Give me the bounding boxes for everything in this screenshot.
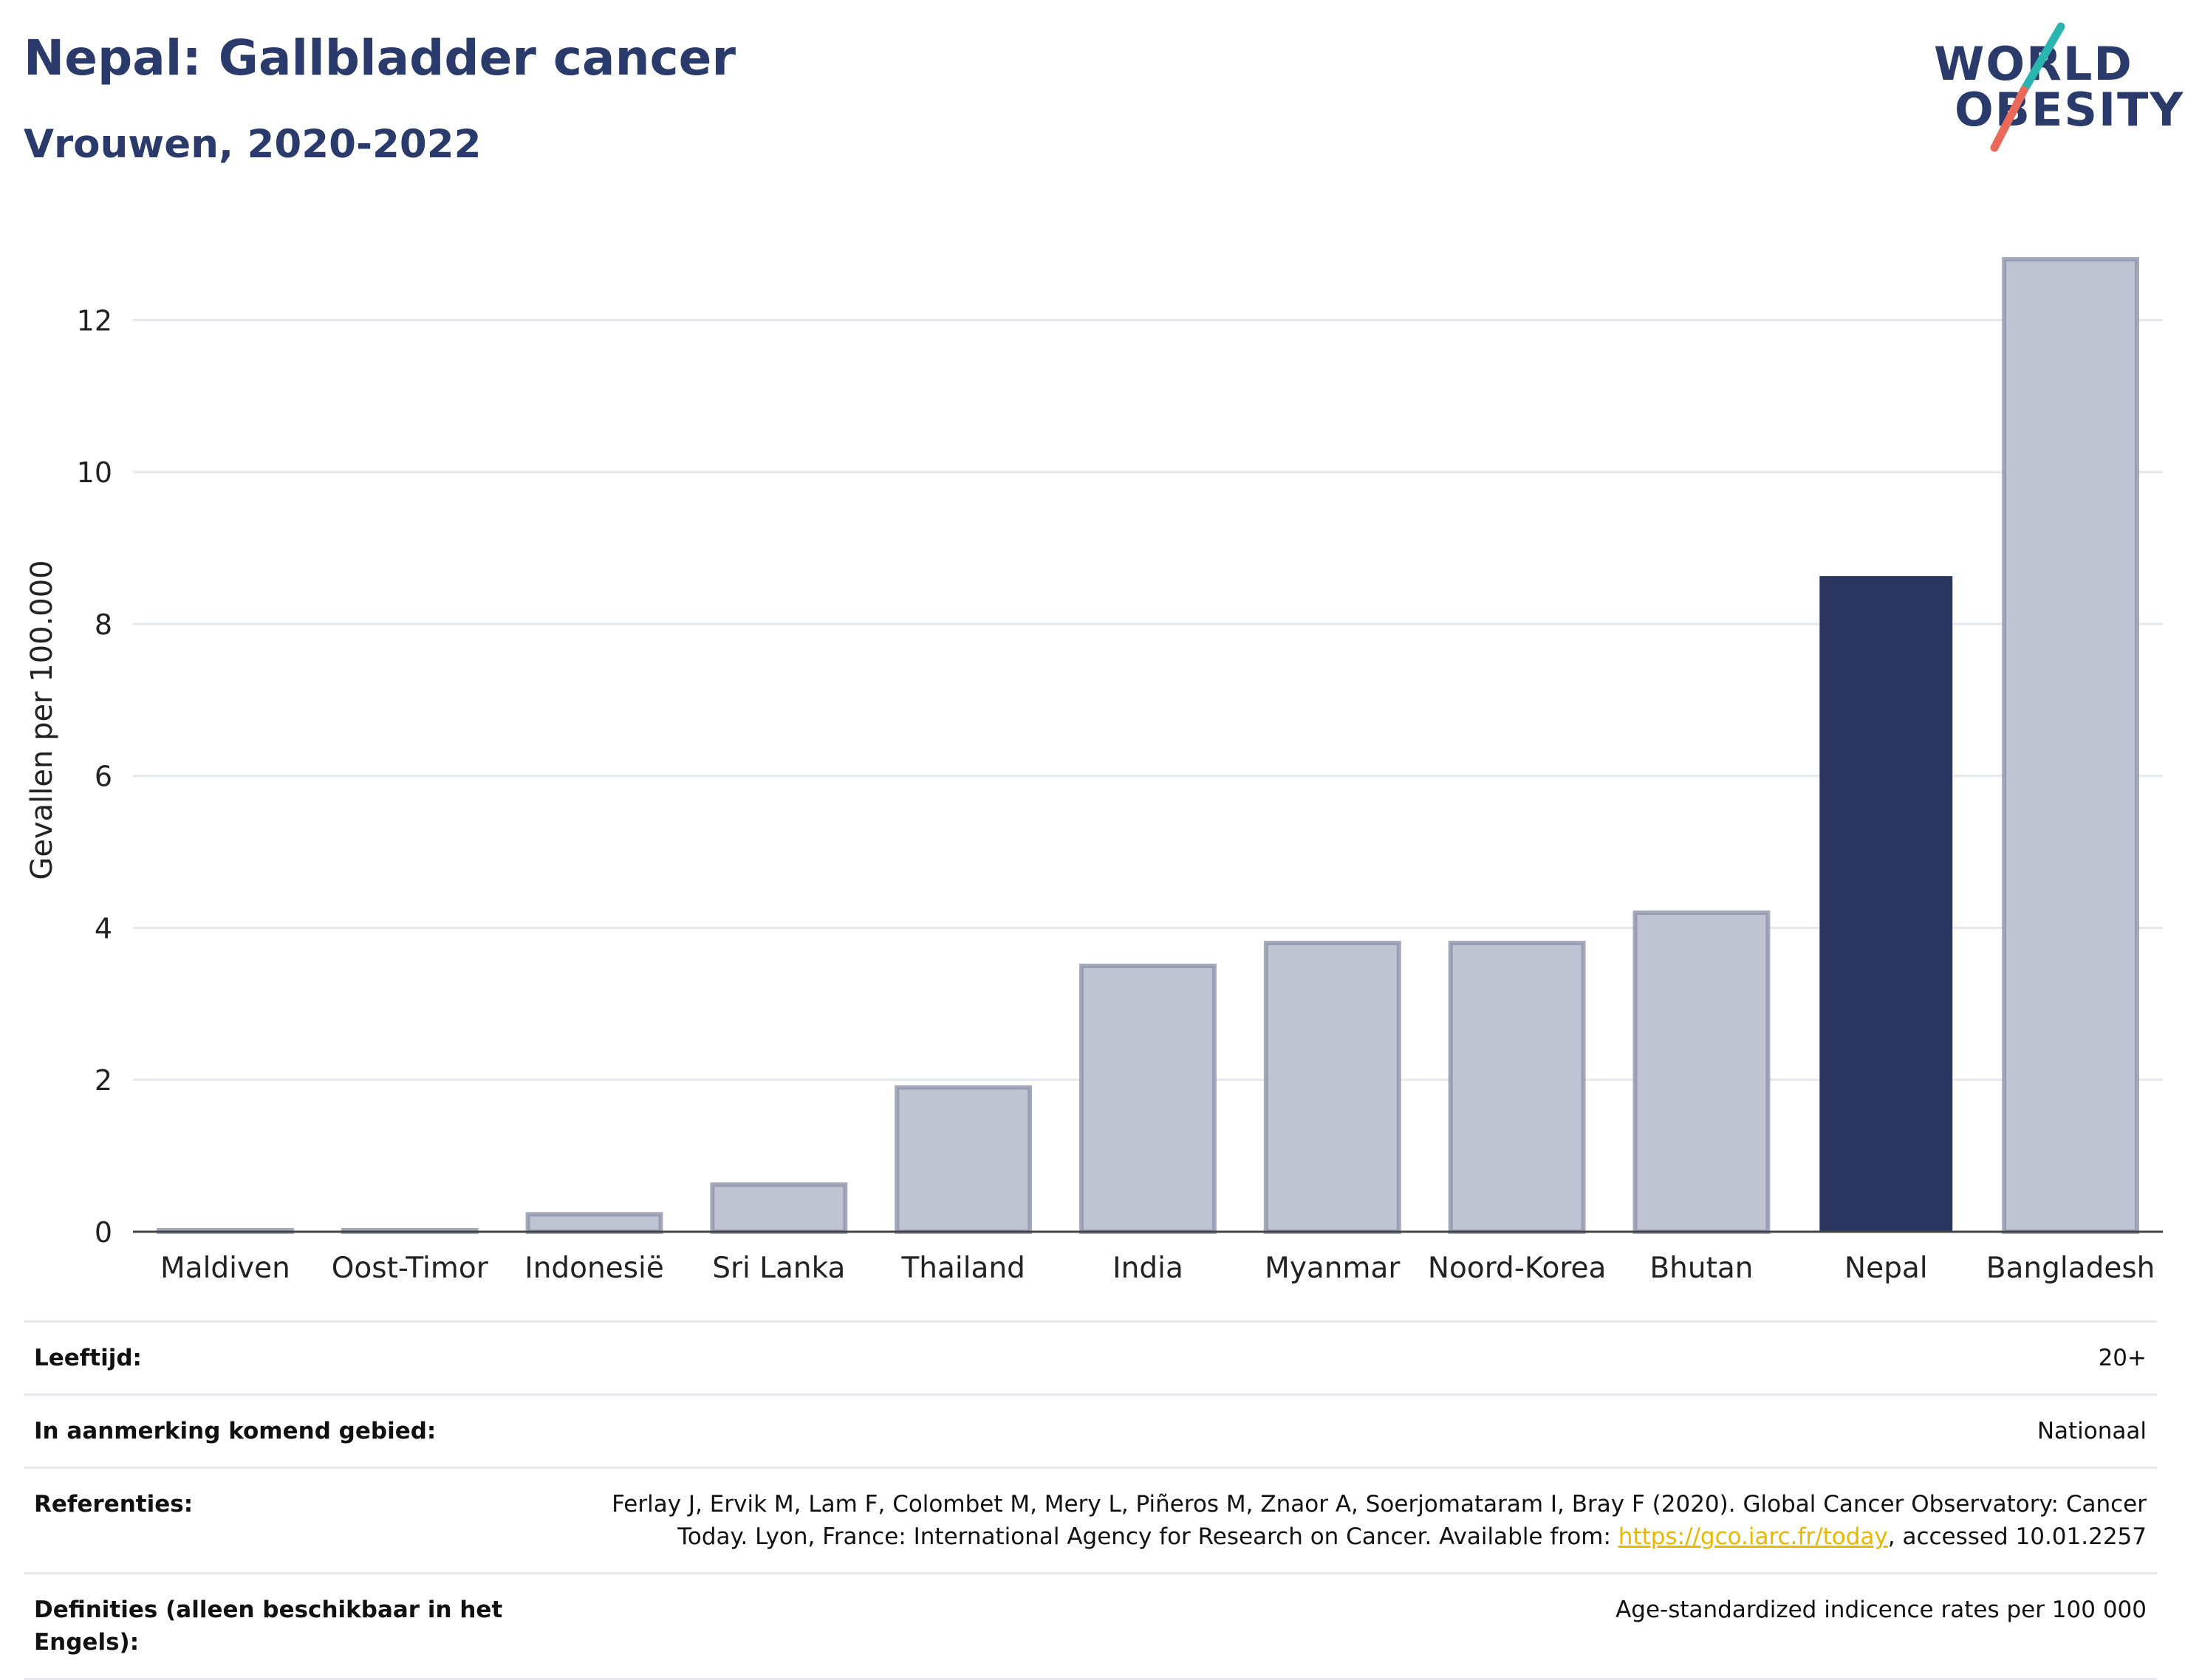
y-tick-label: 8 <box>95 608 112 641</box>
x-tick-label: Sri Lanka <box>712 1252 845 1285</box>
meta-row-area: In aanmerking komend gebied: Nationaal <box>24 1393 2157 1467</box>
meta-row-age: Leeftijd: 20+ <box>24 1320 2157 1393</box>
meta-label: Leeftijd: <box>34 1345 142 1371</box>
reference-text-line2: Today. Lyon, France: International Agenc… <box>677 1523 1618 1550</box>
x-tick-labels: Maldiven Oost-Timor Indonesië Sri Lanka Thai… <box>160 1252 2155 1285</box>
bar-sri-lanka <box>710 1182 848 1235</box>
x-tick-label: Thailand <box>900 1252 1025 1285</box>
meta-label: Definities (alleen beschikbaar in het En… <box>34 1597 503 1656</box>
x-tick-label: Myanmar <box>1265 1252 1401 1285</box>
reference-text-line1: Ferlay J, Ervik M, Lam F, Colombet M, Me… <box>612 1491 2147 1518</box>
y-tick-label: 12 <box>77 304 112 337</box>
chart-subtitle: Vrouwen, 2020-2022 <box>24 122 482 167</box>
x-tick-label: Indonesië <box>524 1252 664 1285</box>
bar-thailand <box>895 1085 1033 1234</box>
x-tick-label: Nepal <box>1844 1252 1928 1285</box>
bar-bangladesh <box>2002 257 2140 1235</box>
metadata-table: Leeftijd: 20+ In aanmerking komend gebie… <box>24 1320 2157 1680</box>
bar-nepal <box>1819 576 1953 1232</box>
meta-value: 20+ <box>2098 1345 2147 1371</box>
x-tick-label: Maldiven <box>160 1252 290 1285</box>
y-tick-label: 0 <box>95 1216 112 1249</box>
reference-link[interactable]: https://gco.iarc.fr/today <box>1618 1523 1888 1550</box>
logo-line2: OBESITY <box>1955 83 2185 137</box>
y-axis-label: Gevallen per 100.000 <box>25 560 59 880</box>
meta-row-references: Referenties: Ferlay J, Ervik M, Lam F, C… <box>24 1467 2157 1572</box>
x-tick-label: India <box>1112 1252 1183 1285</box>
reference-accessed: , accessed 10.01.2257 <box>1887 1523 2147 1550</box>
meta-row-definitions: Definities (alleen beschikbaar in het En… <box>24 1572 2157 1680</box>
x-tick-label: Bangladesh <box>1986 1252 2155 1285</box>
meta-value: Ferlay J, Ervik M, Lam F, Colombet M, Me… <box>612 1488 2147 1553</box>
x-tick-label: Bhutan <box>1649 1252 1753 1285</box>
meta-value: Nationaal <box>2037 1418 2147 1444</box>
logo-slash-icon <box>1990 22 2065 152</box>
y-tick-label: 10 <box>77 456 112 489</box>
y-tick-label: 2 <box>95 1064 112 1097</box>
y-tick-label: 4 <box>95 912 112 944</box>
chart-title: Nepal: Gallbladder cancer <box>24 30 736 86</box>
bar-chart: 0 2 4 6 8 10 12 Maldiven Oost-Timor Indonesië Sri… <box>25 257 2163 1285</box>
bar-bhutan <box>1632 910 1771 1235</box>
y-tick-label: 6 <box>95 761 112 793</box>
y-tick-labels: 0 2 4 6 8 10 12 <box>77 304 112 1249</box>
x-tick-label: Oost-Timor <box>332 1252 489 1285</box>
bar-myanmar <box>1263 941 1401 1234</box>
bar-indonesi- <box>525 1212 663 1235</box>
bars <box>133 257 2163 1235</box>
bar-india <box>1079 963 1217 1234</box>
x-tick-label: Noord-Korea <box>1428 1252 1607 1285</box>
meta-value: Age-standardized indicence rates per 100… <box>1615 1597 2147 1623</box>
bar-noord-korea <box>1448 941 1586 1234</box>
meta-label: In aanmerking komend gebied: <box>34 1418 437 1444</box>
meta-label: Referenties: <box>34 1491 194 1518</box>
world-obesity-logo: WORLD OBESITY <box>1921 22 2183 155</box>
